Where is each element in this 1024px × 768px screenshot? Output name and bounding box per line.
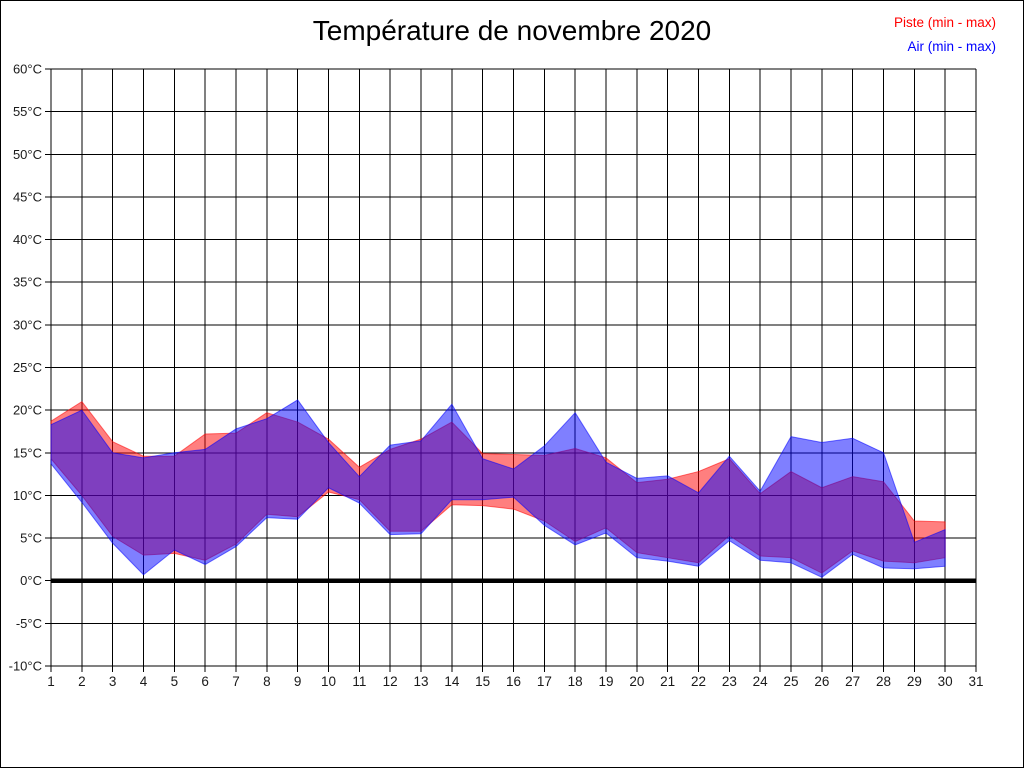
y-tick-label: 35°C: [13, 275, 42, 290]
x-tick-label: 18: [568, 674, 583, 689]
x-tick-label: 14: [444, 674, 460, 689]
y-tick-label: 20°C: [13, 403, 42, 418]
y-tick-label: 10°C: [13, 488, 42, 503]
x-tick-label: 1: [47, 674, 55, 689]
x-tick-label: 9: [294, 674, 302, 689]
legend-air-label: Air (min - max): [907, 39, 997, 54]
x-tick-label: 12: [383, 674, 398, 689]
x-tick-label: 27: [845, 674, 860, 689]
x-tick-label: 15: [475, 674, 490, 689]
air-band: [50, 399, 946, 578]
x-tick-label: 3: [109, 674, 117, 689]
y-tick-label: -10°C: [9, 659, 42, 674]
x-tick-label: 21: [660, 674, 675, 689]
x-tick-label: 24: [753, 674, 769, 689]
x-tick-label: 2: [78, 674, 86, 689]
x-tick-label: 17: [537, 674, 552, 689]
x-tick-label: 4: [140, 674, 148, 689]
y-tick-label: 40°C: [13, 232, 42, 247]
x-tick-label: 23: [722, 674, 737, 689]
y-tick-label: 0°C: [20, 573, 42, 588]
x-tick-label: 7: [232, 674, 240, 689]
x-tick-label: 29: [907, 674, 922, 689]
legend-piste-label: Piste (min - max): [893, 15, 996, 30]
y-tick-label: 15°C: [13, 445, 42, 460]
x-tick-label: 13: [413, 674, 428, 689]
y-tick-label: 50°C: [13, 147, 42, 162]
y-tick-label: 5°C: [20, 531, 42, 546]
x-tick-label: 11: [352, 674, 366, 689]
x-tick-label: 10: [321, 674, 336, 689]
x-tick-label: 31: [968, 674, 983, 689]
x-tick-label: 16: [506, 674, 521, 689]
chart-title: Température de novembre 2020: [312, 15, 712, 46]
y-tick-label: 45°C: [13, 189, 42, 204]
y-tick-label: 25°C: [13, 360, 42, 375]
x-tick-label: 5: [171, 674, 179, 689]
y-tick-label: 55°C: [13, 104, 42, 119]
y-tick-label: 30°C: [13, 317, 42, 332]
x-tick-label: 28: [876, 674, 891, 689]
x-tick-label: 22: [691, 674, 706, 689]
x-tick-label: 19: [598, 674, 613, 689]
x-tick-label: 30: [938, 674, 953, 689]
legend: Piste (min - max) Air (min - max): [894, 11, 996, 59]
x-tick-label: 25: [783, 674, 798, 689]
x-tick-label: 6: [201, 674, 209, 689]
y-tick-label: -5°C: [16, 616, 42, 631]
x-tick-label: 20: [629, 674, 644, 689]
y-tick-label: 60°C: [13, 62, 42, 77]
x-tick-label: 26: [814, 674, 829, 689]
x-tick-label: 8: [263, 674, 271, 689]
